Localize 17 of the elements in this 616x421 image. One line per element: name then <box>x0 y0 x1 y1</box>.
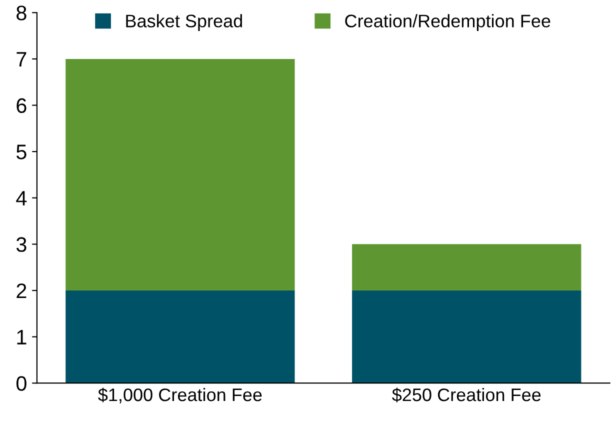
y-tick-label: 1 <box>17 330 26 344</box>
x-tick-label: $1,000 Creation Fee <box>98 388 262 404</box>
y-tick-label: 4 <box>16 191 27 206</box>
legend-label: Creation/Redemption Fee <box>345 14 550 31</box>
y-tick-label: 0 <box>16 376 26 391</box>
x-tick-label: $250 Creation Fee <box>392 388 541 402</box>
legend-label: Basket Spread <box>126 14 242 31</box>
bar <box>66 290 295 384</box>
bar <box>352 244 582 290</box>
y-tick-label: 3 <box>16 237 26 252</box>
bar <box>352 290 582 384</box>
y-tick-label: 8 <box>16 6 26 20</box>
y-tick-label: 7 <box>16 52 26 66</box>
y-tick-label: 2 <box>16 283 26 298</box>
y-tick-label: 6 <box>16 98 26 114</box>
bar <box>66 58 295 290</box>
y-tick-label: 5 <box>16 144 26 160</box>
